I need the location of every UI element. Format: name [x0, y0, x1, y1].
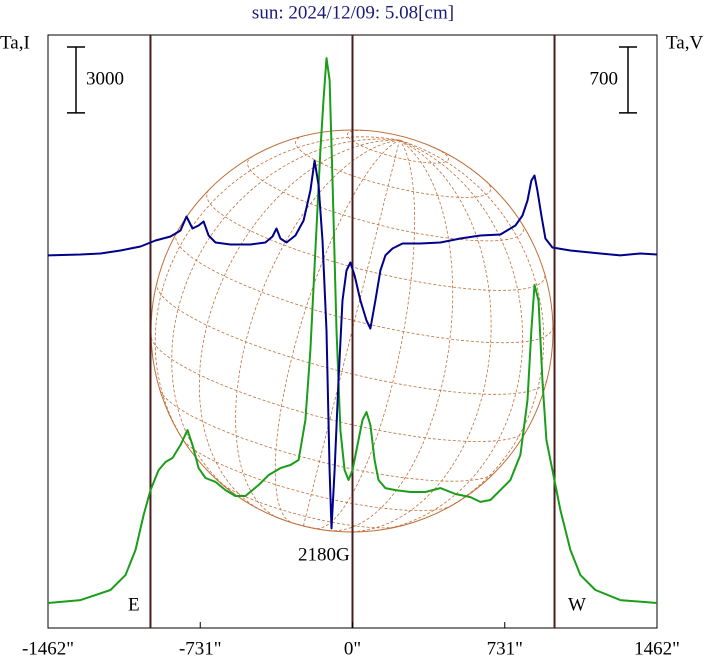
- disk-grid-line: [328, 139, 454, 532]
- annotation: E: [128, 594, 140, 615]
- y-axis-label: Ta,I: [0, 32, 30, 53]
- disk-grid-line: [150, 337, 527, 442]
- annotation: W: [568, 594, 586, 615]
- disk-grid-line: [171, 138, 400, 497]
- disk-grid-line: [346, 129, 449, 164]
- disk-grid-line: [274, 516, 334, 532]
- disk-grid-line: [316, 139, 415, 530]
- disk-grid-line: [154, 136, 400, 449]
- y2-axis-label: Ta,V: [666, 32, 703, 53]
- chart-title: sun: 2024/12/09: 5.08[cm]: [252, 2, 454, 23]
- disk-grid-line: [206, 189, 546, 291]
- disk-grid-line: [198, 139, 400, 512]
- scale-bar-label: 3000: [86, 68, 124, 89]
- x-tick-label: 0": [344, 638, 361, 659]
- scale-bar-label: 700: [590, 68, 619, 89]
- x-tick-label: -731": [179, 638, 222, 659]
- disk-grid-line: [399, 139, 545, 512]
- disk-grid-line: [182, 439, 450, 512]
- disk-grid-line: [235, 139, 400, 519]
- x-tick-label: 1462": [634, 638, 680, 659]
- disk-grid-line: [175, 232, 554, 344]
- disk-grid-line: [159, 390, 494, 482]
- x-tick-label: 731": [487, 638, 523, 659]
- disk-grid-line: [156, 282, 548, 395]
- annotation: 2180G: [298, 544, 350, 565]
- solar-disk: [150, 129, 554, 533]
- series-line: [47, 57, 658, 604]
- disk-grid-line: [295, 135, 492, 198]
- disk-grid-line: [274, 139, 400, 523]
- disk-grid-line: [347, 139, 492, 533]
- disk-grid-line: [375, 139, 524, 531]
- disk-grid-line: [247, 156, 525, 242]
- series-line: [47, 159, 658, 530]
- x-tick-label: -1462": [22, 638, 74, 659]
